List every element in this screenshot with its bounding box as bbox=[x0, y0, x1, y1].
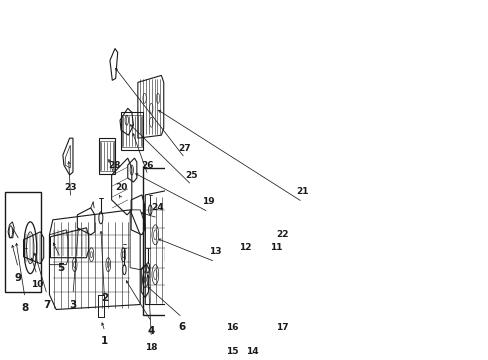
Text: 14: 14 bbox=[245, 347, 258, 356]
Text: 12: 12 bbox=[239, 243, 251, 252]
Text: 4: 4 bbox=[147, 327, 155, 336]
Text: 13: 13 bbox=[208, 247, 221, 256]
Text: 27: 27 bbox=[178, 144, 191, 153]
Text: 11: 11 bbox=[269, 243, 282, 252]
Text: 19: 19 bbox=[202, 197, 214, 206]
Bar bbox=[202, 218, 209, 238]
Bar bbox=[100, 141, 114, 171]
Text: 21: 21 bbox=[296, 188, 308, 197]
Bar bbox=[99, 138, 115, 174]
Text: 7: 7 bbox=[43, 300, 51, 310]
Bar bbox=[5, 192, 41, 292]
Text: 5: 5 bbox=[57, 263, 64, 273]
Text: 25: 25 bbox=[185, 171, 198, 180]
Bar bbox=[121, 112, 142, 150]
Text: 2: 2 bbox=[101, 293, 108, 302]
Text: 8: 8 bbox=[21, 302, 28, 312]
Text: 3: 3 bbox=[69, 300, 77, 310]
Text: 22: 22 bbox=[276, 230, 288, 239]
Text: 18: 18 bbox=[145, 343, 157, 352]
Text: 10: 10 bbox=[31, 280, 43, 289]
Text: 1: 1 bbox=[101, 336, 108, 346]
Text: 20: 20 bbox=[115, 184, 127, 193]
Bar bbox=[122, 115, 142, 147]
Text: 16: 16 bbox=[225, 323, 238, 332]
Bar bbox=[203, 248, 209, 263]
Text: 28: 28 bbox=[108, 161, 121, 170]
Text: 24: 24 bbox=[151, 203, 164, 212]
Text: 9: 9 bbox=[15, 273, 21, 283]
Bar bbox=[176, 248, 197, 264]
Text: 17: 17 bbox=[276, 323, 288, 332]
Text: 26: 26 bbox=[142, 161, 154, 170]
Text: 6: 6 bbox=[178, 323, 185, 332]
Bar bbox=[142, 168, 199, 315]
Text: 15: 15 bbox=[225, 347, 238, 356]
Text: 23: 23 bbox=[64, 184, 77, 193]
